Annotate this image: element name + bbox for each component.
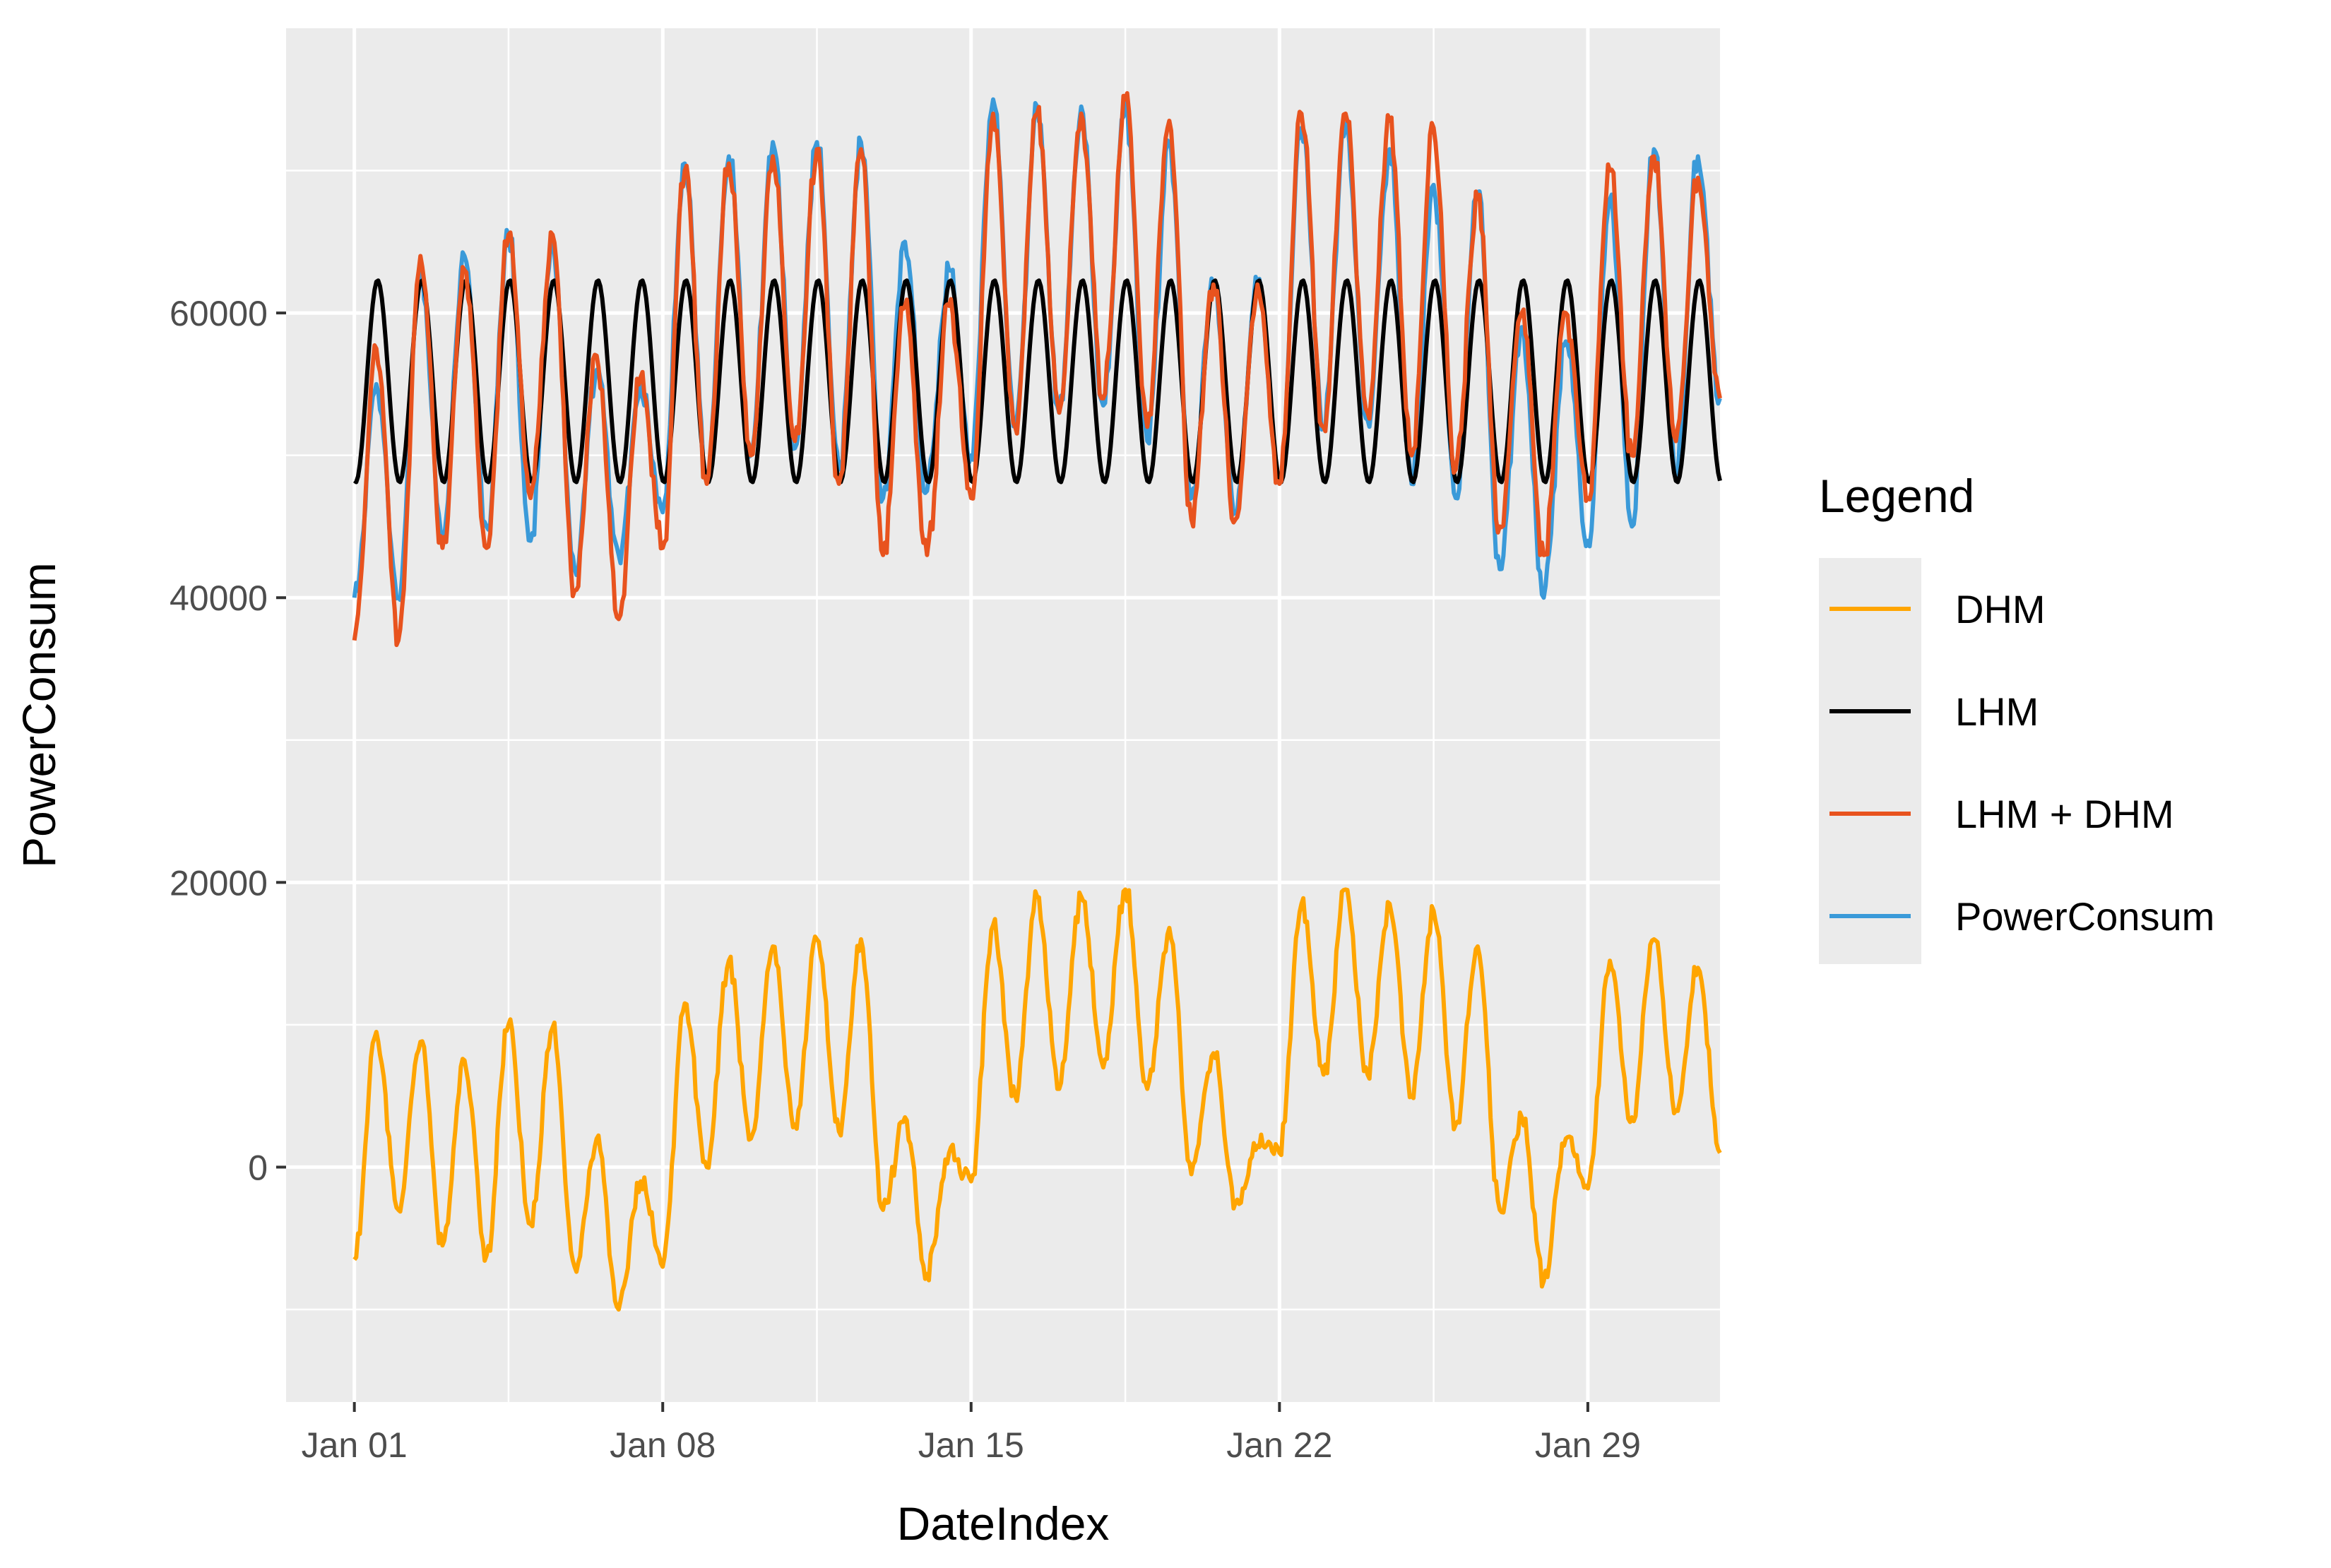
grid-major: [286, 28, 1720, 1402]
x-tick-label: Jan 01: [302, 1425, 408, 1465]
y-axis-title: PowerConsum: [13, 562, 65, 868]
series-line-dhm: [352, 887, 1722, 1312]
y-axis-ticks: 0 20000 40000 60000: [170, 294, 286, 1187]
y-tick-label: 0: [248, 1148, 268, 1187]
legend-title: Legend: [1819, 470, 1974, 522]
y-tick-label: 20000: [170, 863, 268, 903]
legend-label: DHM: [1955, 587, 2046, 631]
series-layer: [352, 91, 1722, 1312]
x-axis-title: DateIndex: [897, 1497, 1110, 1550]
x-tick-label: Jan 15: [918, 1425, 1024, 1465]
legend-label: LHM: [1955, 689, 2039, 734]
x-tick-label: Jan 29: [1535, 1425, 1641, 1465]
series-line-lhm-dhm: [352, 91, 1722, 648]
legend-key-background: [1819, 558, 1921, 964]
legend-label: LHM + DHM: [1955, 792, 2174, 836]
y-tick-label: 40000: [170, 578, 268, 618]
y-tick-label: 60000: [170, 294, 268, 333]
legend-label: PowerConsum: [1955, 894, 2214, 939]
x-tick-label: Jan 22: [1226, 1425, 1332, 1465]
x-tick-label: Jan 08: [610, 1425, 716, 1465]
legend: Legend DHM LHM LHM + DHM PowerConsum: [1819, 470, 2214, 964]
legend-items: DHM LHM LHM + DHM PowerConsum: [1829, 587, 2214, 939]
x-axis-ticks: Jan 01 Jan 08 Jan 15 Jan 22 Jan 29: [302, 1402, 1641, 1465]
